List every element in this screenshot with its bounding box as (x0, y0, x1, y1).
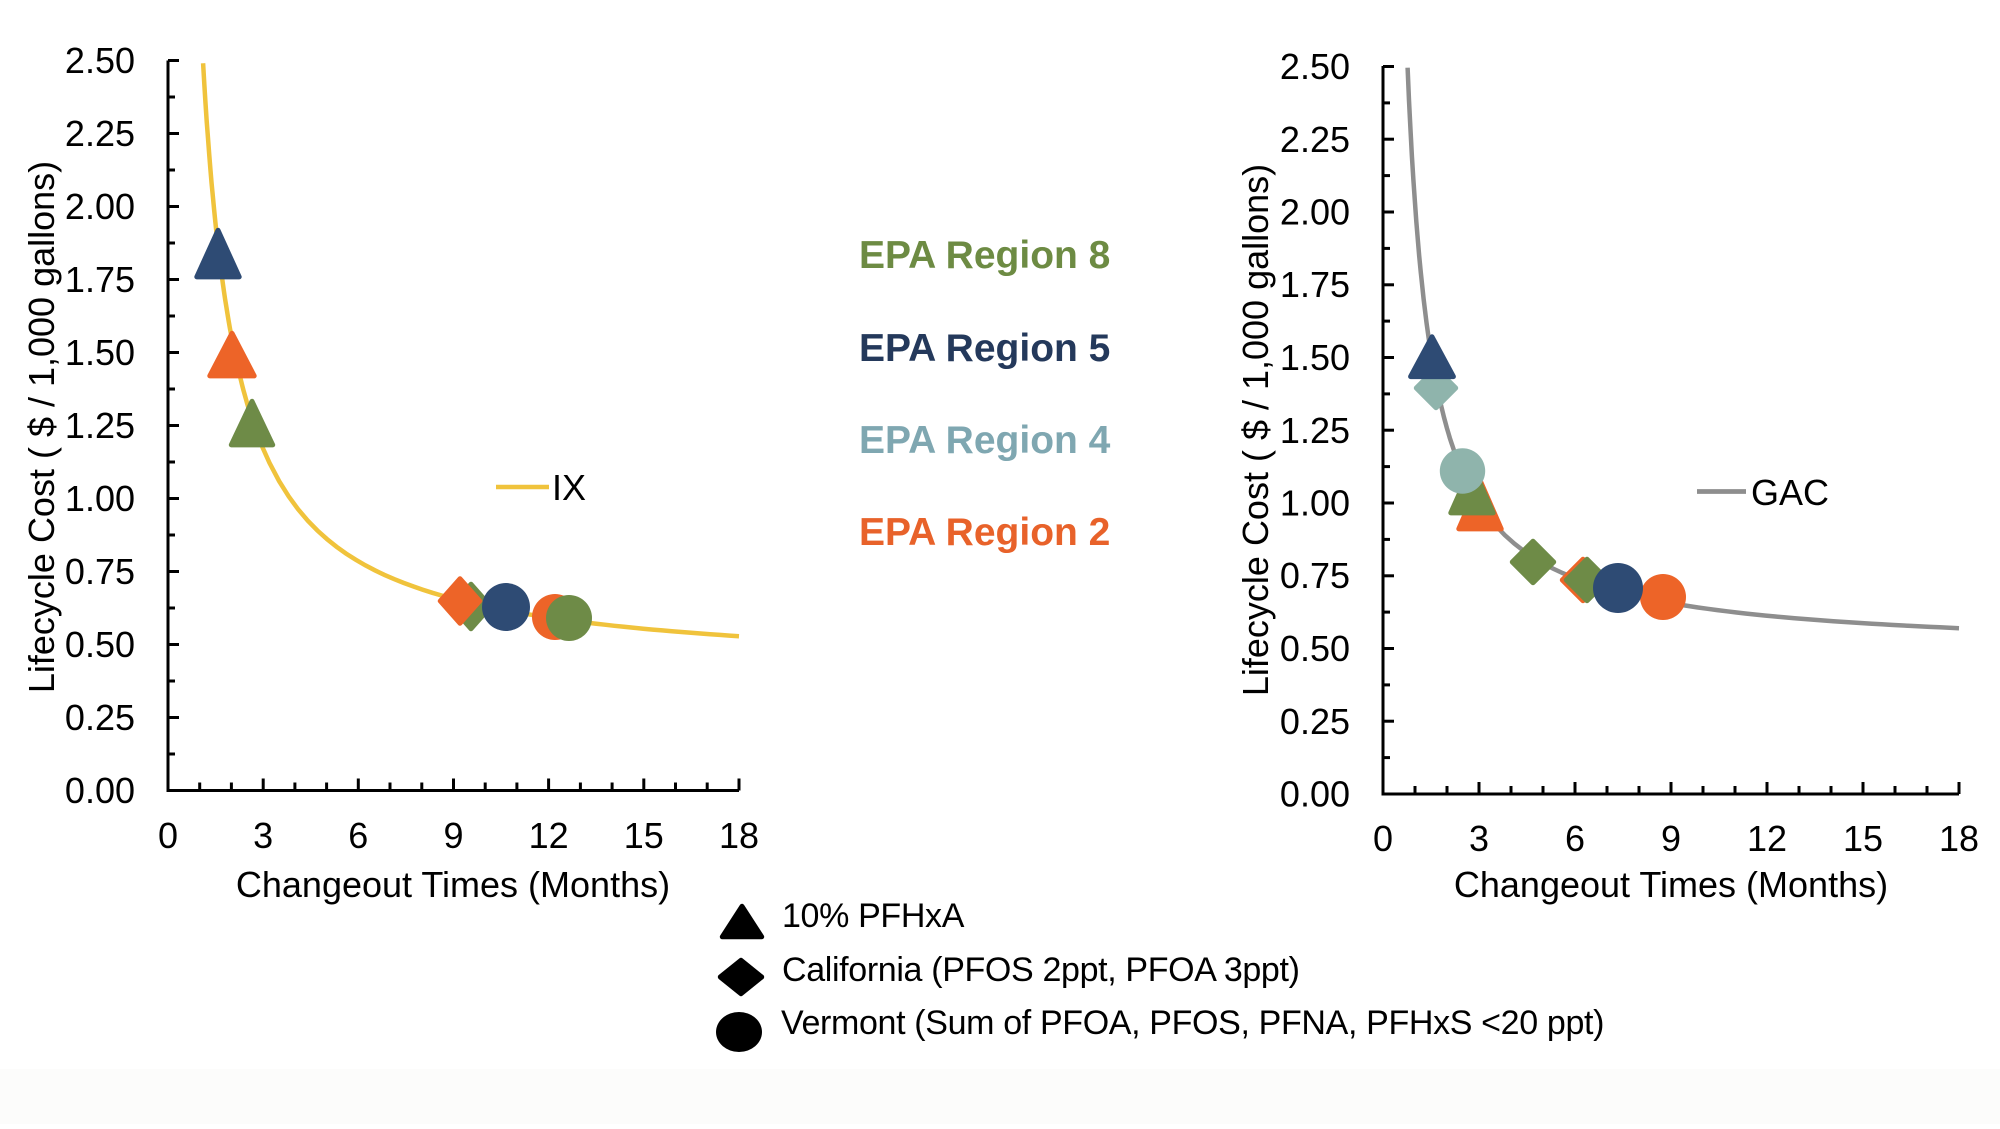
svg-text:2.50: 2.50 (65, 40, 135, 81)
svg-text:Vermont (Sum of PFOA, PFOS, PF: Vermont (Sum of PFOA, PFOS, PFNA, PFHxS … (781, 1004, 1604, 1042)
svg-text:9: 9 (443, 815, 463, 856)
svg-text:Changeout Times (Months): Changeout Times (Months) (1454, 864, 1888, 905)
svg-text:0.00: 0.00 (65, 770, 135, 811)
svg-text:2.50: 2.50 (1280, 46, 1350, 87)
svg-text:1.50: 1.50 (65, 332, 135, 373)
svg-text:1.00: 1.00 (1280, 483, 1350, 524)
svg-text:3: 3 (1469, 818, 1489, 859)
svg-text:0.25: 0.25 (65, 697, 135, 738)
svg-text:0.75: 0.75 (65, 551, 135, 592)
svg-text:2.25: 2.25 (65, 113, 135, 154)
svg-text:0.00: 0.00 (1280, 774, 1350, 815)
svg-text:0.25: 0.25 (1280, 701, 1350, 742)
svg-text:2.00: 2.00 (65, 186, 135, 227)
svg-text:1.50: 1.50 (1280, 337, 1350, 378)
svg-text:12: 12 (1747, 818, 1787, 859)
svg-text:California (PFOS 2ppt, PFOA 3p: California (PFOS 2ppt, PFOA 3ppt) (782, 951, 1300, 989)
svg-text:1.25: 1.25 (65, 405, 135, 446)
svg-text:2.25: 2.25 (1280, 119, 1350, 160)
svg-text:10% PFHxA: 10% PFHxA (782, 897, 965, 935)
svg-text:Lifecycle Cost ( $ / 1,000 gal: Lifecycle Cost ( $ / 1,000 gallons) (1235, 164, 1276, 696)
svg-text:GAC: GAC (1751, 472, 1829, 513)
svg-text:2.00: 2.00 (1280, 192, 1350, 233)
svg-text:EPA Region 5: EPA Region 5 (859, 327, 1110, 370)
svg-text:Changeout Times (Months): Changeout Times (Months) (236, 864, 670, 905)
svg-text:6: 6 (348, 815, 368, 856)
svg-text:6: 6 (1565, 818, 1585, 859)
svg-text:0.50: 0.50 (65, 624, 135, 665)
svg-text:1.75: 1.75 (1280, 264, 1350, 305)
svg-text:15: 15 (624, 815, 664, 856)
svg-text:0.75: 0.75 (1280, 555, 1350, 596)
svg-text:0.50: 0.50 (1280, 628, 1350, 669)
svg-text:15: 15 (1843, 818, 1883, 859)
svg-text:1.25: 1.25 (1280, 410, 1350, 451)
svg-text:1.75: 1.75 (65, 259, 135, 300)
svg-text:18: 18 (719, 815, 759, 856)
svg-text:IX: IX (552, 467, 586, 508)
svg-text:12: 12 (529, 815, 569, 856)
svg-text:3: 3 (253, 815, 273, 856)
svg-text:18: 18 (1939, 818, 1979, 859)
svg-text:EPA Region 2: EPA Region 2 (859, 511, 1110, 554)
svg-text:9: 9 (1661, 818, 1681, 859)
svg-text:0: 0 (1373, 818, 1393, 859)
svg-text:EPA Region 8: EPA Region 8 (859, 234, 1110, 277)
svg-text:Lifecycle Cost ( $ / 1,000 gal: Lifecycle Cost ( $ / 1,000 gallons) (21, 161, 62, 693)
svg-text:1.00: 1.00 (65, 478, 135, 519)
svg-text:EPA Region 4: EPA Region 4 (859, 419, 1111, 462)
svg-text:0: 0 (158, 815, 178, 856)
